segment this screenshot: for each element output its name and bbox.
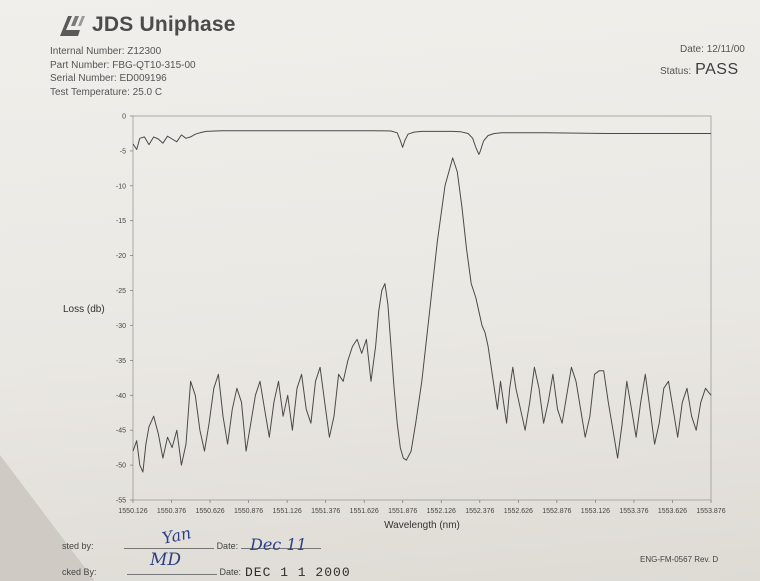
part-number-value: FBG-QT10-315-00 (112, 59, 196, 71)
y-tick-label: -50 (116, 463, 126, 470)
reflection-line (132, 157, 712, 473)
y-tick-label: -5 (120, 148, 126, 155)
x-axis-label: Wavelength (nm) (384, 520, 460, 531)
checked-by-label: cked By: (62, 567, 97, 577)
transmission-line (132, 130, 711, 155)
checked-by-row: cked By: Date: (62, 567, 241, 577)
x-tick-label: 1553.126 (581, 508, 610, 515)
y-tick-label: -20 (116, 253, 126, 260)
form-id: ENG-FM-0567 Rev. D (640, 555, 719, 564)
y-tick-label: -15 (116, 218, 126, 225)
x-tick-label: 1551.376 (311, 508, 340, 515)
y-axis-label: Loss (db) (63, 304, 105, 315)
x-axis-ticks: 1550.126 1550.376 1550.626 1550.876 1551.126… (118, 500, 726, 515)
tested-by-date-handwritten: Dec 11 (250, 535, 307, 554)
tested-by-row: sted by: Date: (62, 541, 321, 551)
x-tick-label: 1552.876 (542, 508, 571, 515)
date-label: Date: (680, 44, 704, 55)
y-tick-label: -25 (116, 288, 126, 295)
field-label: Internal Number: (50, 46, 125, 57)
y-tick-label: -55 (116, 498, 126, 505)
checked-by-date-label: Date: (219, 567, 242, 577)
date-stamp: DEC 1 1 2000 (245, 565, 351, 580)
tested-by-date-label: Date: (216, 541, 239, 551)
date-value: 12/11/00 (706, 44, 745, 55)
tested-by-signature-line (124, 548, 215, 549)
company-name: JDS Uniphase (92, 13, 236, 36)
y-tick-label: 0 (122, 114, 126, 121)
x-tick-label: 1552.376 (465, 508, 494, 515)
x-tick-label: 1552.626 (504, 508, 533, 515)
y-tick-label: -30 (116, 323, 126, 330)
x-tick-label: 1550.876 (234, 508, 263, 515)
y-tick-label: -45 (116, 428, 126, 435)
field-label: Serial Number: (50, 73, 117, 85)
x-tick-label: 1553.626 (658, 508, 687, 515)
report-date: Date: 12/11/00 (680, 44, 745, 55)
internal-number-row: Internal Number: Z12300 (50, 45, 196, 59)
y-tick-label: -40 (116, 393, 126, 400)
serial-number-row: Serial Number: ED009196 (50, 72, 196, 86)
y-tick-label: -35 (116, 358, 126, 365)
internal-number-value: Z12300 (127, 46, 162, 57)
x-tick-label: 1551.126 (273, 508, 302, 515)
field-label: Part Number: (50, 59, 110, 71)
part-number-row: Part Number: FBG-QT10-315-00 (50, 59, 196, 73)
x-tick-label: 1551.876 (388, 508, 417, 515)
status-label: Status: (660, 66, 692, 77)
y-axis-ticks: 0 -5 -10 -15 -20 -25 -30 -35 -40 -45 -50 -55 (116, 114, 133, 505)
tested-by-date-line (240, 548, 321, 549)
test-temperature-value: 25.0 C (132, 86, 163, 98)
test-temperature-row: Test Temperature: 25.0 C (50, 86, 196, 100)
checked-by-signature-line (127, 574, 218, 575)
x-tick-label: 1550.126 (118, 508, 147, 515)
report-status: Status: PASS (660, 61, 739, 79)
field-label: Test Temperature: (50, 86, 130, 98)
x-tick-label: 1550.376 (157, 508, 186, 515)
series-group (132, 130, 712, 473)
x-tick-label: 1551.626 (350, 508, 379, 515)
status-badge: PASS (695, 61, 739, 78)
x-tick-label: 1553.376 (619, 508, 648, 515)
plot-frame (132, 115, 712, 501)
jdsu-logo-icon (60, 16, 85, 36)
x-tick-label: 1550.626 (195, 508, 224, 515)
tested-by-label: sted by: (62, 541, 94, 551)
company-logo: JDS Uniphase (58, 12, 236, 38)
part-info-block: Internal Number: Z12300 Part Number: FBG… (50, 45, 196, 99)
y-tick-label: -10 (116, 183, 126, 190)
serial-number-value: ED009196 (119, 73, 167, 85)
page-fold-shadow (0, 455, 95, 581)
checked-by-initials: MD (150, 550, 182, 570)
x-tick-label: 1553.876 (696, 508, 725, 515)
x-tick-label: 1552.126 (427, 508, 456, 515)
